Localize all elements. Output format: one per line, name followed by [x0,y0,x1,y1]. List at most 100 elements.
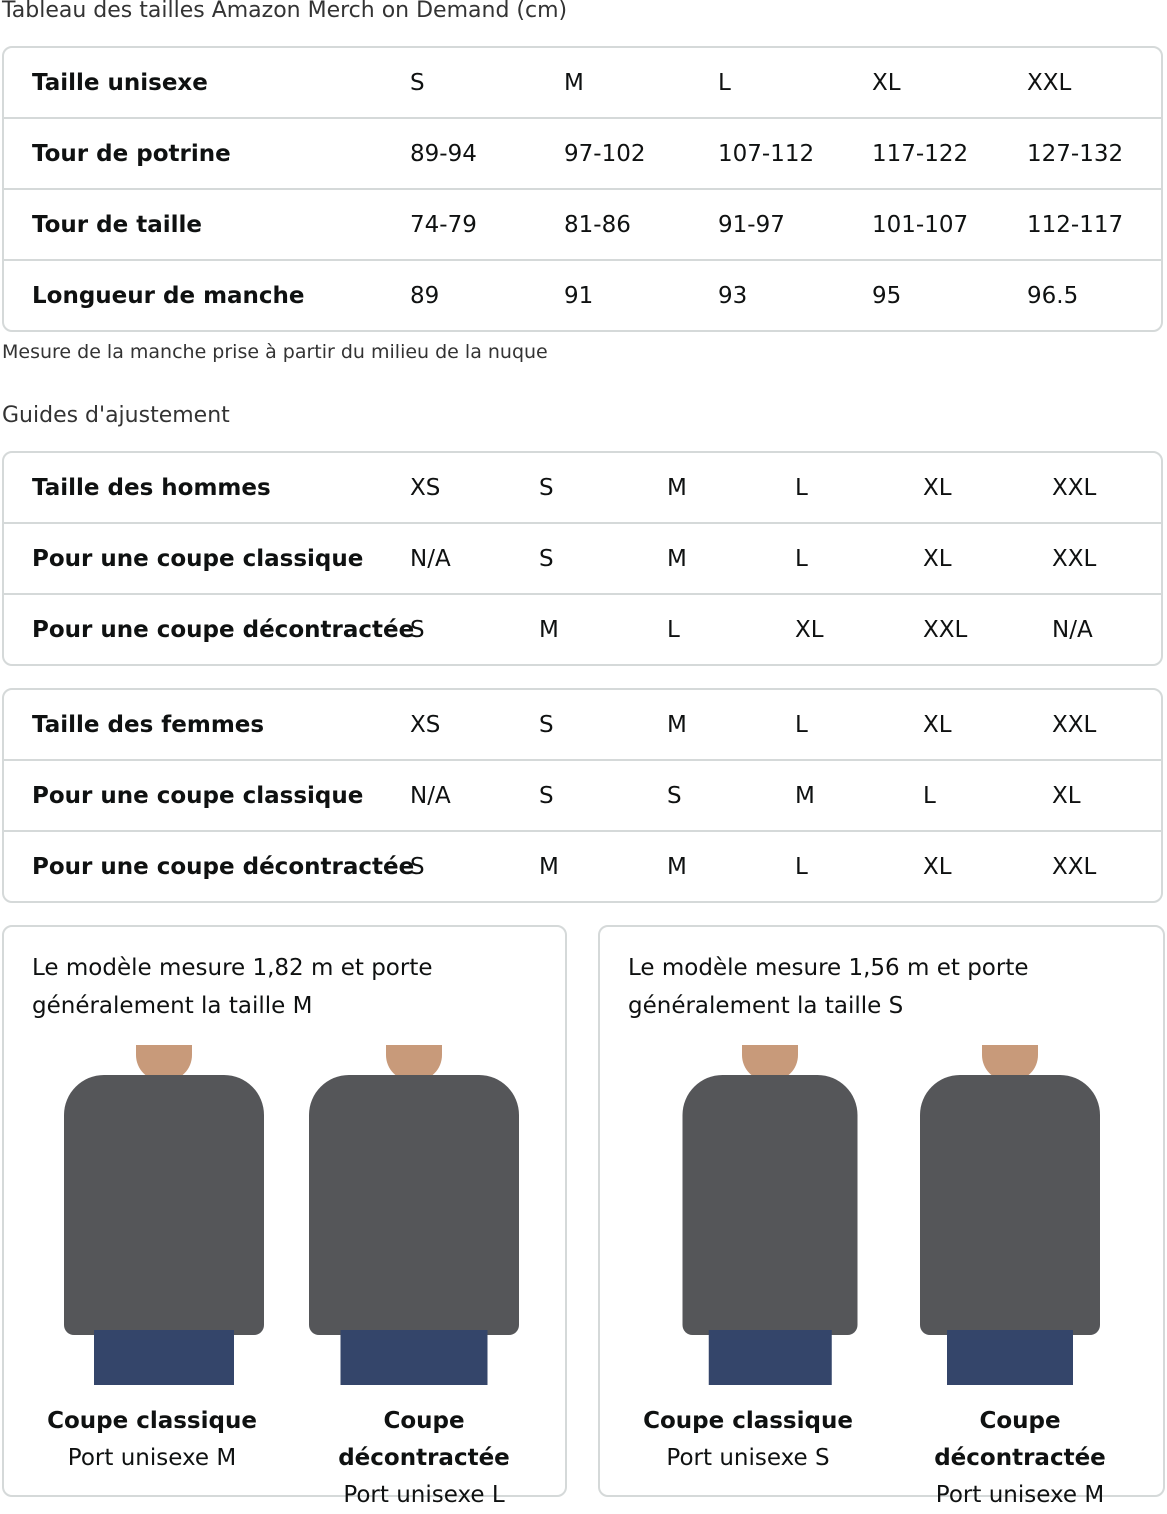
cell: L [923,782,936,809]
row-label: Tour de potrine [32,140,231,167]
sleeve-note: Mesure de la manche prise à partir du mi… [2,341,548,363]
table-row: Tour de potrine 89-94 97-102 107-112 117-122… [4,117,1161,188]
table-row: Taille unisexe S M L XL XXL [4,48,1161,117]
cell: XL [923,545,952,572]
cell: S [410,616,425,643]
cell: XL [923,711,952,738]
cell: N/A [410,545,451,572]
table-row: Longueur de manche 89 91 93 95 96.5 [4,259,1161,330]
row-label: Pour une coupe décontractée [32,853,415,880]
cell: XXL [1027,69,1072,96]
table-row: Taille des femmes XS S M L XL XXL [4,690,1161,759]
cell: L [795,853,808,880]
cell: L [795,545,808,572]
cell: M [795,782,815,809]
cell: XXL [1052,545,1097,572]
cell: L [795,711,808,738]
cell: S [410,853,425,880]
row-label: Longueur de manche [32,282,305,309]
female-model-card: Le modèle mesure 1,56 m et porte général… [598,925,1165,1508]
row-label: Tour de taille [32,211,202,238]
cell: XL [923,853,952,880]
cell: N/A [410,782,451,809]
worn-size: Port unisexe M [935,1482,1105,1508]
cell: N/A [1052,616,1093,643]
model-photo [660,1045,880,1385]
worn-size: Port unisexe S [666,1445,830,1471]
table-row: Pour une coupe décontractée S M L XL XXL N/A [4,593,1161,664]
men-fit-table: Taille des hommes XS S M L XL XXL Pour une coup… [2,451,1163,666]
cell: 95 [872,282,902,309]
model-description: Le modèle mesure 1,82 m et porte général… [32,955,433,1019]
cell: M [667,474,687,501]
cell: 112-117 [1027,211,1124,238]
cell: M [539,853,559,880]
cell: L [718,69,731,96]
cell: 97-102 [564,140,646,167]
cell: L [667,616,680,643]
table-row: Pour une coupe décontractée S M M L XL XXL [4,830,1161,901]
model-photo [304,1045,524,1385]
cell: 91-97 [718,211,785,238]
cell: XS [410,474,441,501]
cell: S [539,474,554,501]
fit-guide-title: Guides d'ajustement [2,403,230,428]
row-label: Taille des hommes [32,474,271,501]
fit-caption: Coupe décontractée Port unisexe M [890,1403,1150,1514]
cell: M [564,69,584,96]
cell: XXL [1052,711,1097,738]
cell: XL [872,69,901,96]
fit-name: Coupe classique [643,1408,853,1434]
cell: S [667,782,682,809]
unisex-size-table: Taille unisexe S M L XL XXL Tour de potrine 89-… [2,46,1163,332]
size-chart-title: Tableau des tailles Amazon Merch on Dema… [2,0,568,23]
table-row: Tour de taille 74-79 81-86 91-97 101-107 112-… [4,188,1161,259]
table-row: Pour une coupe classique N/A S S M L XL [4,759,1161,830]
cell: 117-122 [872,140,969,167]
male-model-card: Le modèle mesure 1,82 m et porte général… [2,925,567,1508]
row-label: Taille unisexe [32,69,208,96]
worn-size: Port unisexe L [343,1482,505,1508]
cell: XXL [1052,853,1097,880]
cell: 96.5 [1027,282,1079,309]
cell: S [410,69,425,96]
cell: 89-94 [410,140,477,167]
cell: S [539,545,554,572]
cell: XS [410,711,441,738]
cell: XL [795,616,824,643]
fit-name: Coupe classique [47,1408,257,1434]
row-label: Pour une coupe classique [32,545,364,572]
table-row: Pour une coupe classique N/A S M L XL XXL [4,522,1161,593]
model-description: Le modèle mesure 1,56 m et porte général… [628,955,1029,1019]
row-label: Taille des femmes [32,711,265,738]
cell: XL [1052,782,1081,809]
cell: S [539,711,554,738]
cell: 93 [718,282,748,309]
row-label: Pour une coupe classique [32,782,364,809]
fit-name: Coupe décontractée [934,1408,1106,1471]
cell: M [667,711,687,738]
cell: XXL [1052,474,1097,501]
worn-size: Port unisexe M [67,1445,237,1471]
cell: 74-79 [410,211,477,238]
cell: 91 [564,282,594,309]
cell: 107-112 [718,140,815,167]
fit-caption: Coupe décontractée Port unisexe L [294,1403,554,1514]
fit-name: Coupe décontractée [338,1408,510,1471]
cell: M [667,545,687,572]
cell: 101-107 [872,211,969,238]
row-label: Pour une coupe décontractée [32,616,415,643]
cell: XL [923,474,952,501]
cell: M [667,853,687,880]
model-photo [900,1045,1120,1385]
cell: 127-132 [1027,140,1124,167]
cell: XXL [923,616,968,643]
cell: S [539,782,554,809]
table-row: Taille des hommes XS S M L XL XXL [4,453,1161,522]
cell: M [539,616,559,643]
cell: 81-86 [564,211,631,238]
women-fit-table: Taille des femmes XS S M L XL XXL Pour une coup… [2,688,1163,903]
fit-caption: Coupe classique Port unisexe S [618,1403,878,1477]
model-photo [54,1045,274,1385]
cell: L [795,474,808,501]
